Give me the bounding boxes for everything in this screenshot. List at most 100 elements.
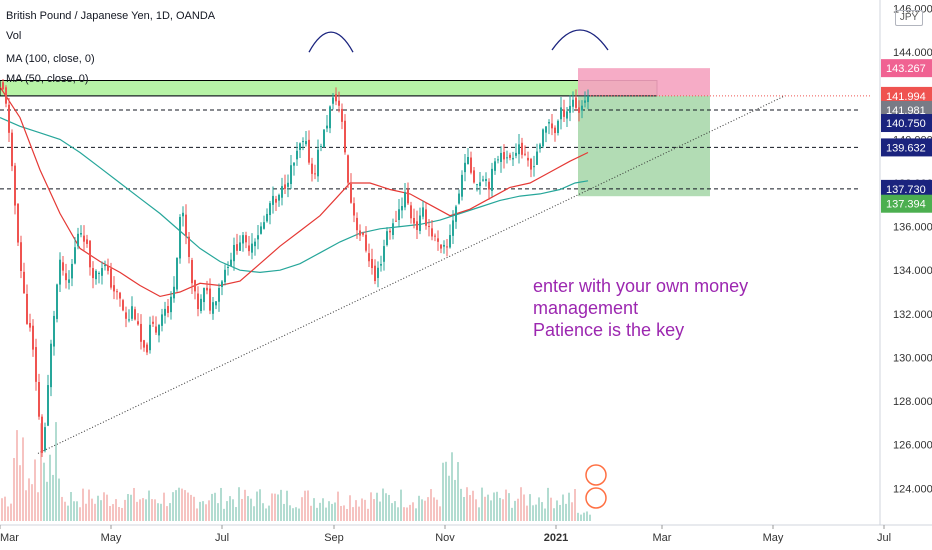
volume-bar <box>400 489 402 521</box>
volume-bar <box>202 501 204 521</box>
candle-body <box>506 157 508 159</box>
candle-body <box>221 281 223 287</box>
volume-bar <box>448 475 450 521</box>
arc-drawing <box>308 31 354 53</box>
volume-bar <box>94 503 96 521</box>
volume-bar <box>340 505 342 521</box>
volume-bar <box>496 491 498 521</box>
candle-body <box>266 213 268 222</box>
volume-bar <box>538 497 540 521</box>
volume-bar <box>289 505 291 521</box>
volume-bar <box>82 488 84 521</box>
candle-body <box>452 220 454 236</box>
volume-bar <box>547 487 549 521</box>
candle-body <box>257 235 259 240</box>
volume-bar <box>223 508 225 521</box>
candle-body <box>362 232 364 235</box>
volume-bar <box>349 495 351 521</box>
candle-body <box>101 268 103 276</box>
x-tick-label: Mar <box>653 532 672 544</box>
volume-bar <box>439 506 441 521</box>
candle-body <box>461 174 463 197</box>
ma100-line <box>0 117 589 274</box>
volume-bar <box>91 498 93 521</box>
candle-body <box>278 194 280 201</box>
volume-bar <box>193 496 195 521</box>
volume-bar <box>4 496 6 521</box>
volume-bar <box>211 493 213 521</box>
candle-body <box>128 319 130 321</box>
candle-body <box>5 87 7 104</box>
price-label: 139.632 <box>886 142 926 154</box>
volume-bar <box>205 504 207 521</box>
candle-body <box>110 268 112 288</box>
volume-bar <box>583 512 585 521</box>
candle-body <box>245 235 247 243</box>
candle-body <box>470 157 472 173</box>
volume-bar <box>373 499 375 521</box>
candle-body <box>482 179 484 181</box>
volume-bar <box>160 503 162 521</box>
candle-body <box>446 246 448 248</box>
currency-unit-badge[interactable]: JPY <box>895 10 923 26</box>
volume-bar <box>517 498 519 521</box>
candle-body <box>35 347 37 382</box>
candle-body <box>143 340 145 348</box>
y-tick-label: 132.000 <box>893 309 932 321</box>
volume-bar <box>157 503 159 521</box>
chart-title: British Pound / Japanese Yen, 1D, OANDA <box>6 10 216 22</box>
candle-body <box>95 270 97 280</box>
candle-body <box>23 271 25 294</box>
candle-body <box>380 263 382 266</box>
candle-body <box>392 223 394 235</box>
candle-body <box>530 158 532 170</box>
volume-bar <box>76 501 78 521</box>
candle-body <box>176 257 178 290</box>
volume-bar <box>61 496 63 521</box>
volume-bar <box>259 489 261 521</box>
candle-body <box>509 154 511 158</box>
candle-body <box>578 107 580 113</box>
candle-body <box>260 226 262 234</box>
volume-bar <box>403 507 405 521</box>
volume-bar <box>529 494 531 521</box>
volume-bar <box>127 494 129 521</box>
volume-bar <box>154 499 156 521</box>
candle-body <box>146 344 148 353</box>
volume-bar <box>451 452 453 521</box>
candle-body <box>467 156 469 165</box>
vol-legend: Vol <box>6 30 22 42</box>
volume-bar <box>118 507 120 521</box>
candle-body <box>239 242 241 251</box>
volume-bar <box>580 514 582 521</box>
volume-bar <box>472 490 474 521</box>
candle-body <box>134 309 136 320</box>
candle-body <box>182 212 184 217</box>
volume-bar <box>559 504 561 521</box>
volume-bar <box>70 491 72 521</box>
candle-body <box>116 291 118 293</box>
candle-body <box>275 198 277 203</box>
candle-body <box>419 215 421 231</box>
ma100-legend: MA (100, close, 0) <box>6 53 95 65</box>
x-tick-label: Jul <box>215 532 229 544</box>
candle-body <box>512 157 514 160</box>
volume-bar <box>478 507 480 521</box>
candle-body <box>32 325 34 350</box>
candle-body <box>413 217 415 224</box>
volume-bar <box>274 493 276 521</box>
candle-body <box>185 214 187 236</box>
volume-bar <box>361 498 363 521</box>
candle-body <box>224 269 226 283</box>
candle-body <box>563 109 565 117</box>
volume-bar <box>253 506 255 521</box>
candle-body <box>65 273 67 281</box>
candle-body <box>254 241 256 247</box>
candle-body <box>449 235 451 248</box>
volume-bar <box>295 507 297 521</box>
candle-body <box>476 184 478 186</box>
candle-body <box>125 312 127 319</box>
candle-body <box>377 267 379 278</box>
volume-bar <box>466 487 468 521</box>
